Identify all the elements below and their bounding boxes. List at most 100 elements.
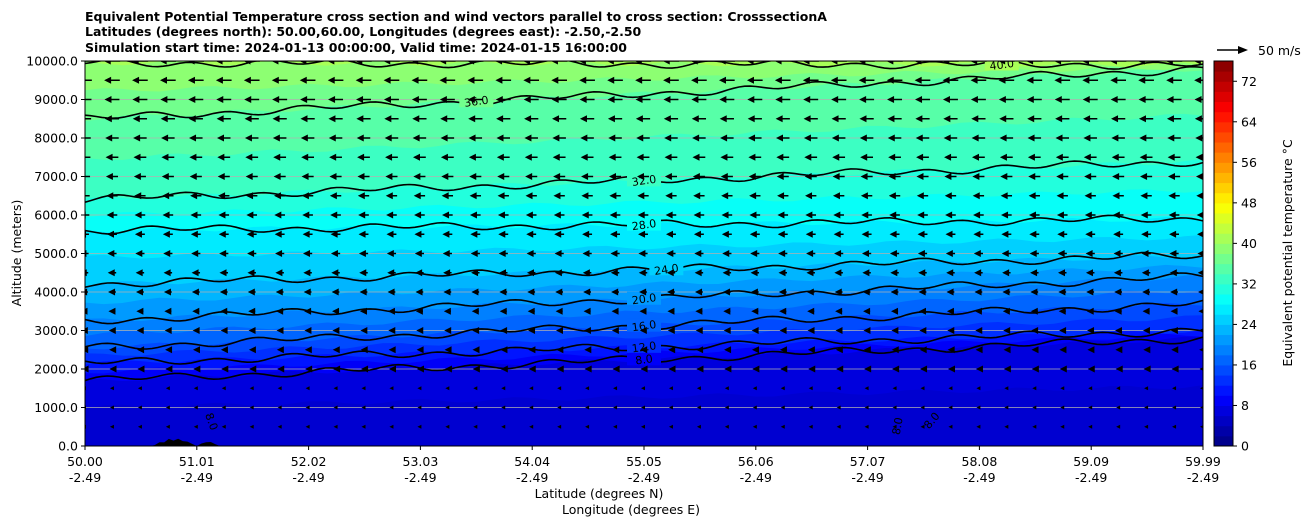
wind-vector-head <box>528 346 536 354</box>
colorbar-segment <box>1214 192 1233 204</box>
wind-vector <box>445 424 450 429</box>
wind-vector-head <box>943 115 951 123</box>
wind-vector-head <box>665 192 673 200</box>
wind-vector-head <box>272 134 280 142</box>
wind-vector-head <box>691 115 699 123</box>
wind-vector-head <box>915 96 923 103</box>
wind-vector <box>305 424 310 429</box>
wind-vector <box>361 424 366 429</box>
wind-vector-head <box>999 153 1007 161</box>
x-tick-label-lat-1: 51.01 <box>179 454 215 469</box>
wind-vector <box>724 386 729 391</box>
wind-vector-head <box>916 173 924 180</box>
wind-vector-head <box>274 211 282 219</box>
wind-vector-head <box>1112 211 1120 219</box>
wind-vector-head <box>640 365 648 373</box>
wind-vector-head <box>750 288 758 296</box>
wind-vector-head <box>1001 211 1009 219</box>
contour-label-bg-8.0 <box>627 352 661 366</box>
wind-vector-head <box>1056 173 1064 180</box>
wind-vector-head <box>1196 211 1203 219</box>
wind-vector-head <box>469 192 477 200</box>
wind-vector-head <box>164 307 172 315</box>
wind-vector-head <box>216 96 224 103</box>
wind-vector-head <box>275 288 283 296</box>
wind-vector-head <box>720 173 728 180</box>
wind-vector-head <box>527 288 535 296</box>
wind-vector-head <box>103 61 111 65</box>
colorbar-segment <box>1214 415 1233 427</box>
wind-vector-head <box>696 346 704 354</box>
colorbar: 0 8 16 24 32 40 48 56 64 72 <box>1213 60 1257 454</box>
wind-vector-head <box>555 327 563 334</box>
wind-vector-head <box>271 76 279 84</box>
wind-vector-head <box>500 327 508 334</box>
wind-vector-head <box>276 307 284 315</box>
wind-vector-head <box>1054 61 1062 65</box>
wind-vector <box>920 405 925 410</box>
wind-vector-head <box>918 307 926 315</box>
wind-vector-head <box>300 96 308 103</box>
wind-vector-head <box>945 211 953 219</box>
wind-vector <box>724 405 729 410</box>
wind-vector-head <box>1197 231 1203 238</box>
wind-vector-head <box>1026 96 1034 103</box>
wind-vector-head <box>244 115 252 123</box>
wind-vector-head <box>500 346 508 354</box>
wind-vector-head <box>975 346 983 354</box>
colorbar-segment <box>1214 131 1233 143</box>
wind-vector-head <box>135 269 143 277</box>
wind-vector-head <box>440 115 448 123</box>
wind-vector-head <box>806 288 814 296</box>
wind-vector-head <box>971 134 979 142</box>
wind-vector-head <box>774 76 782 84</box>
wind-vector-head <box>553 173 561 180</box>
wind-vector-head <box>299 61 307 65</box>
wind-vector-head <box>887 115 895 123</box>
wind-vector <box>109 405 114 410</box>
wind-vector-head <box>1112 192 1120 200</box>
wind-vector-head <box>1139 153 1147 161</box>
colorbar-segment <box>1214 233 1233 244</box>
wind-vector-head <box>276 346 284 354</box>
wind-vector <box>752 424 757 429</box>
wind-vector-head <box>165 346 173 354</box>
wind-vector-head <box>1165 61 1173 65</box>
wind-vector-head <box>584 365 592 373</box>
wind-vector-head <box>1197 250 1203 257</box>
wind-vector-head <box>946 307 954 315</box>
wind-vector-head <box>355 76 363 84</box>
colorbar-segment <box>1214 212 1233 224</box>
wind-vector-head <box>191 250 199 257</box>
wind-vector-head <box>190 230 198 238</box>
wind-vector-head <box>1055 134 1063 142</box>
wind-vector <box>864 386 869 391</box>
wind-vector-head <box>304 327 312 334</box>
wind-vector-head <box>750 269 758 277</box>
wind-vector-head <box>667 288 675 296</box>
wind-vector-head <box>329 192 337 200</box>
wind-vector-head <box>695 327 703 334</box>
chart-title-line-1: Equivalent Potential Temperature cross s… <box>85 9 827 24</box>
wind-vector-head <box>802 61 810 65</box>
wind-vector-head <box>1058 307 1066 315</box>
wind-vector-head <box>304 346 312 354</box>
x-tick-label-lon-7: -2.49 <box>851 470 883 485</box>
wind-vector-head <box>863 307 871 315</box>
wind-vector-head <box>357 192 365 200</box>
wind-vector-head <box>751 327 759 334</box>
wind-vector-head <box>472 365 480 373</box>
wind-vector-head <box>582 269 590 277</box>
wind-vector-head <box>187 61 195 65</box>
wind-vector-head <box>1197 270 1203 276</box>
wind-vector-head <box>722 288 730 296</box>
colorbar-segment <box>1214 283 1233 295</box>
wind-vector-head <box>273 173 281 180</box>
wind-vector-head <box>917 230 925 238</box>
y-tick-label-5: 5000.0 <box>34 246 78 261</box>
wind-vector-head <box>863 327 871 334</box>
colorbar-frame <box>1213 60 1234 447</box>
plot-area: 8.012.016.020.024.028.032.036.040.08.0 8.… <box>85 61 1203 446</box>
wind-vector-head <box>217 153 225 161</box>
wind-vector-head <box>584 346 592 354</box>
